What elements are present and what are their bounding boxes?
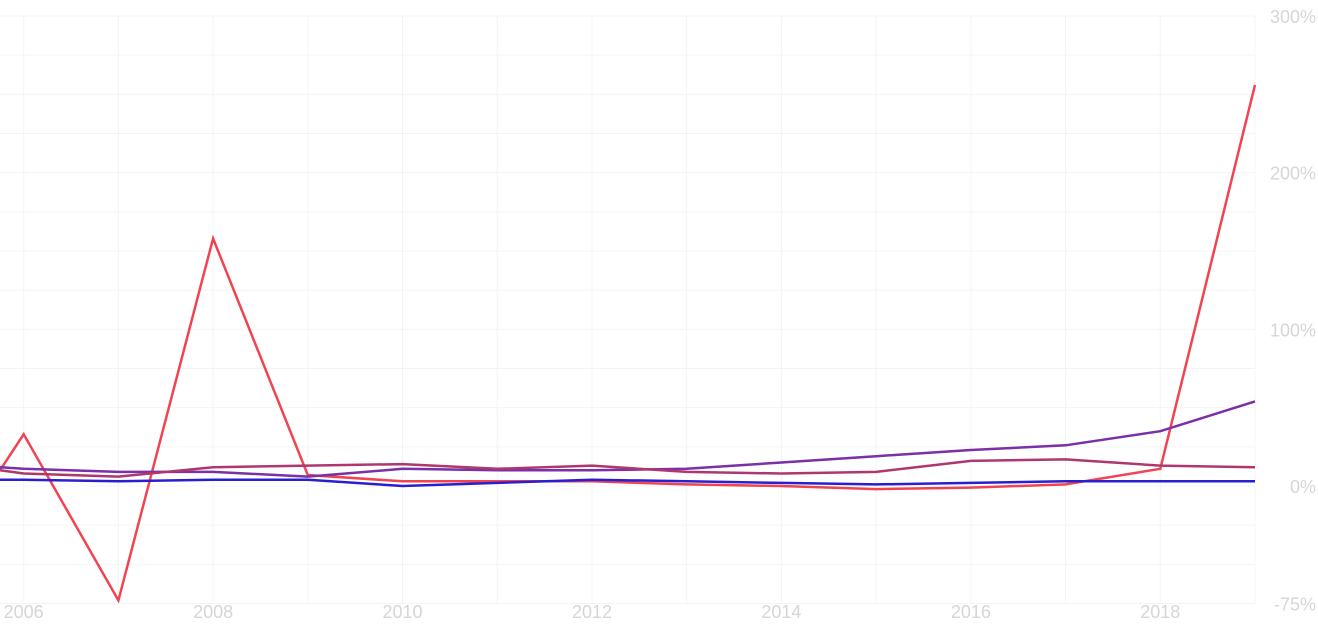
x-tick-label: 2010	[383, 602, 423, 622]
series-line-2	[0, 400, 1256, 478]
y-tick-label: 300%	[1270, 7, 1316, 27]
series-lines	[0, 84, 1257, 604]
x-tick-label: 2006	[4, 602, 44, 622]
y-tick-label: 200%	[1270, 164, 1316, 184]
x-tick-label: 2012	[572, 602, 612, 622]
x-tick-label: 2014	[761, 602, 801, 622]
series-line-3	[0, 458, 1256, 478]
series-line-1	[0, 84, 1257, 604]
y-axis: 300% 200% 100% 0% -75%	[1270, 7, 1316, 615]
x-tick-label: 2018	[1140, 602, 1180, 622]
y-tick-label: 0%	[1290, 477, 1316, 497]
y-tick-label: -75%	[1274, 595, 1316, 615]
grid-lines	[0, 15, 1256, 604]
x-tick-label: 2016	[951, 602, 991, 622]
y-tick-label: 100%	[1270, 320, 1316, 340]
x-tick-label: 2008	[193, 602, 233, 622]
x-axis: 2006 2008 2010 2012 2014 2016 2018	[4, 602, 1181, 622]
series-line-4	[0, 478, 1255, 488]
